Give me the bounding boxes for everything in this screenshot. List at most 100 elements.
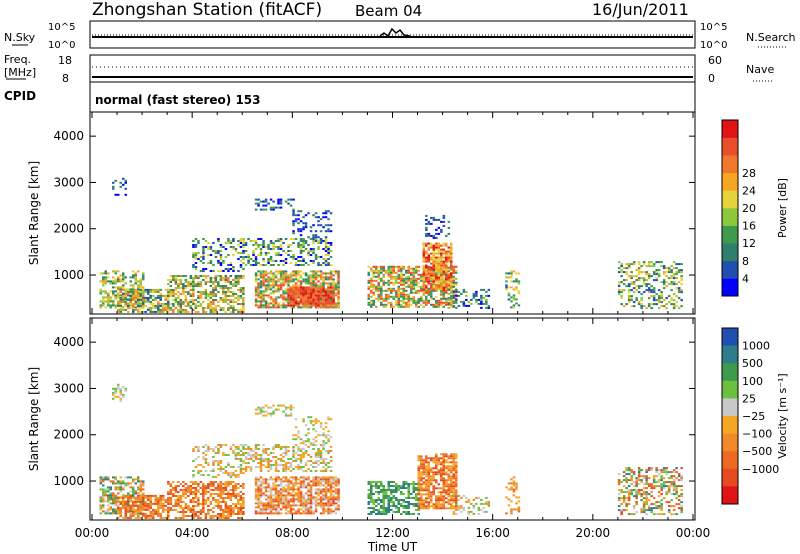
power-cell <box>510 276 513 279</box>
power-cell <box>400 267 403 270</box>
power-cell <box>119 278 122 281</box>
velocity-cell <box>154 508 157 511</box>
velocity-cell <box>257 448 260 450</box>
velocity-cell <box>387 503 390 505</box>
velocity-cell <box>217 507 220 509</box>
power-cell <box>302 250 305 252</box>
power-cell <box>214 252 218 254</box>
velocity-cell <box>304 464 308 466</box>
power-cell <box>425 226 428 229</box>
power-cell <box>289 296 293 299</box>
power-cell <box>487 288 491 291</box>
power-cell <box>660 295 663 298</box>
power-cell <box>234 309 238 311</box>
power-cell <box>194 307 198 309</box>
velocity-cell <box>299 476 303 479</box>
power-cell <box>172 279 175 281</box>
velocity-cell <box>309 420 313 423</box>
velocity-cell <box>137 494 140 497</box>
power-cell <box>480 294 483 297</box>
power-cell <box>282 294 285 297</box>
velocity-cell <box>237 452 240 454</box>
power-cell <box>232 295 235 297</box>
velocity-cell <box>332 500 335 503</box>
power-cell <box>314 288 318 291</box>
power-cell <box>237 270 240 272</box>
power-cell <box>372 279 375 282</box>
power-cell <box>264 270 268 273</box>
power-cell <box>397 297 400 300</box>
power-cell <box>432 262 435 265</box>
power-cell <box>282 278 285 281</box>
power-cell <box>139 280 142 283</box>
velocity-cell <box>292 448 295 450</box>
power-cell <box>319 290 323 293</box>
velocity-cell <box>129 498 132 501</box>
power-cell <box>329 256 333 258</box>
power-cell <box>214 307 218 309</box>
velocity-cell <box>407 491 410 493</box>
velocity-cell <box>292 484 295 487</box>
power-cell <box>455 297 458 300</box>
power-cell <box>322 262 325 264</box>
velocity-cell <box>182 491 185 493</box>
velocity-cell <box>134 502 137 505</box>
power-cell <box>650 261 653 264</box>
power-cell <box>385 269 388 272</box>
power-cell <box>232 305 235 307</box>
power-cell <box>264 254 268 256</box>
power-cell <box>284 304 288 307</box>
velocity-cell <box>314 420 318 423</box>
power-cell <box>274 288 278 291</box>
power-cell <box>159 292 162 295</box>
power-cell <box>324 262 328 264</box>
velocity-cell <box>420 455 423 458</box>
velocity-cell <box>129 482 132 485</box>
power-cell <box>447 250 450 253</box>
power-cell <box>137 302 140 305</box>
power-cell <box>154 296 157 299</box>
velocity-cell <box>137 478 140 481</box>
power-cell <box>427 272 430 275</box>
power-cell <box>440 299 443 302</box>
power-cell <box>647 261 651 264</box>
velocity-cell <box>407 513 410 515</box>
power-cell <box>397 295 400 298</box>
velocity-cell <box>117 508 120 511</box>
power-cell <box>620 281 623 284</box>
velocity-cell <box>177 505 180 507</box>
velocity-cell <box>104 500 107 503</box>
power-cell <box>114 272 117 275</box>
power-cell <box>114 270 117 273</box>
power-cell <box>289 292 293 295</box>
power-cell <box>142 278 145 281</box>
power-cell <box>124 304 127 307</box>
power-cell <box>194 238 198 240</box>
velocity-cell <box>382 497 385 499</box>
velocity-cell <box>254 482 258 485</box>
power-cell <box>199 256 203 258</box>
velocity-cell <box>289 492 293 495</box>
velocity-cell <box>174 509 178 511</box>
velocity-cell <box>402 483 405 485</box>
velocity-cell <box>299 486 303 489</box>
power-cell <box>407 293 410 296</box>
velocity-cell <box>172 509 175 511</box>
velocity-cell <box>187 507 190 509</box>
velocity-cell <box>307 428 310 431</box>
power-cell <box>314 236 318 239</box>
power-cell <box>652 299 656 302</box>
power-cell <box>307 286 310 289</box>
power-cell <box>127 294 130 297</box>
power-cell <box>277 238 280 240</box>
velocity-cell <box>222 509 225 511</box>
power-cell <box>329 264 333 266</box>
power-cell <box>167 289 170 291</box>
power-cell <box>442 281 445 284</box>
power-cell <box>314 256 318 258</box>
power-cell <box>179 305 183 307</box>
power-cell <box>109 304 112 307</box>
power-cell <box>184 301 188 303</box>
velocity-cell <box>262 478 265 481</box>
velocity-cell <box>274 488 278 491</box>
